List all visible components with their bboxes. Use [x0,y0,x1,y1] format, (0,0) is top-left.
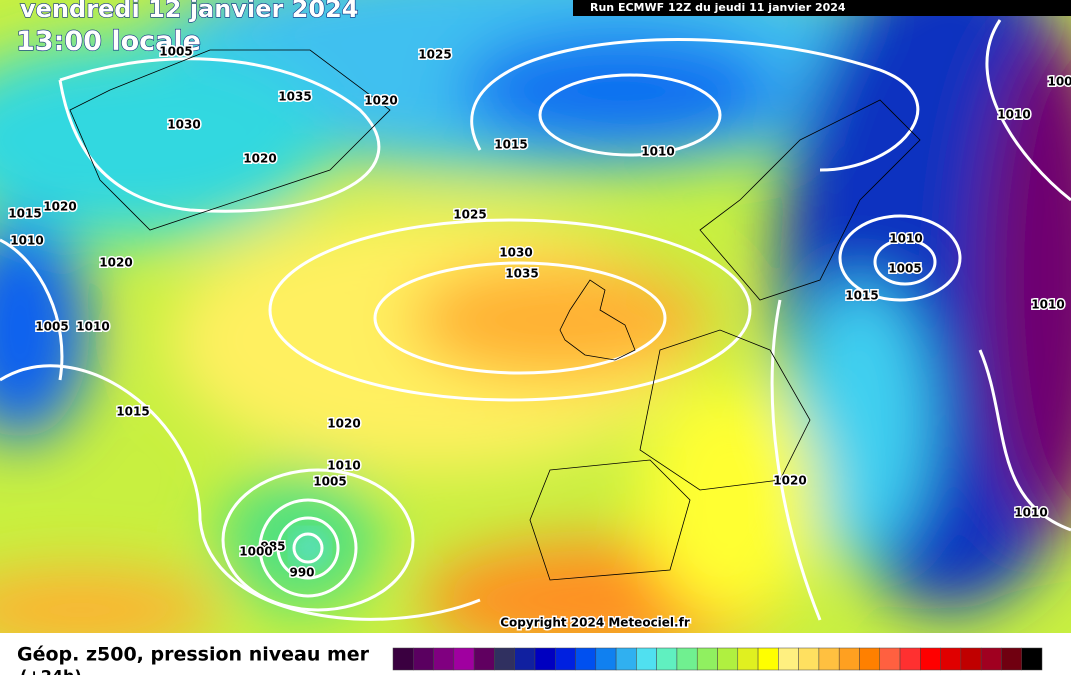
isobar-label: 1005 [159,45,192,59]
isobar-label: 1005 [888,262,921,276]
isobar-label: 1010 [889,232,922,246]
isobar-label: 1020 [243,152,276,166]
isobar-label: 1020 [773,474,806,488]
isobar-label: 1010 [997,108,1030,122]
isobar-label: 1020 [364,94,397,108]
isobar-label: 1010 [641,145,674,159]
color-swatch [1001,647,1022,671]
isobar-label: 1010 [327,459,360,473]
color-swatch [453,647,475,671]
legend-title: Géop. z500, pression niveau mer [17,644,370,666]
isobar-label: 1030 [499,246,532,260]
color-swatch [392,647,414,671]
color-swatch [778,647,799,671]
color-swatch [595,647,617,671]
run-label: Run ECMWF 12Z du jeudi 11 janvier 2024 [590,1,846,14]
isobar-label: 1010 [10,234,43,248]
color-swatch [879,647,901,671]
run-box [573,0,1071,16]
date-title: vendredi 12 janvier 2024 [20,0,358,23]
color-swatch [980,647,1002,671]
time-title: 13:00 locale [16,26,201,57]
legend-lead: (+24h) [20,667,82,675]
isobar-label: 1035 [278,90,311,104]
isobar-label: 990 [289,566,314,580]
isobar-label: 1020 [99,256,132,270]
color-swatch [737,647,759,671]
isobar-label: 1010 [1014,506,1047,520]
copyright: Copyright 2024 Meteociel.fr [500,616,690,630]
isobar-label: 1000 [239,545,272,559]
isobar-label: 100 [1047,75,1071,89]
color-swatch [960,647,982,671]
isobar-label: 1010 [1031,298,1064,312]
color-swatch [413,647,434,671]
isobar-label: 1015 [116,405,149,419]
isobar-label: 1035 [505,267,538,281]
isobar-label: 1010 [76,320,109,334]
isobar-label: 1015 [494,138,527,152]
color-swatch [717,647,739,671]
isobar-label: 1020 [327,417,360,431]
color-swatch [696,647,718,671]
isobar-label: 1025 [418,48,451,62]
color-swatch [859,647,880,671]
isobar-labels: 1025 1035 1020 1030 1015 1010 1020 1015 … [7,43,1071,581]
color-swatch [757,647,779,671]
color-swatch [636,647,657,671]
isobar-label: 1020 [43,200,76,214]
color-bar [392,647,1043,671]
isobar-label: 1005 [35,320,68,334]
color-swatch [899,647,921,671]
isobar-label: 985 [260,540,285,554]
color-swatch [575,647,597,671]
color-swatch [494,647,515,671]
color-swatch [676,647,698,671]
isobar-label: 1005 [313,475,346,489]
color-swatch [555,647,576,671]
color-swatch [615,647,637,671]
isobar-label: 1025 [453,208,486,222]
color-swatch [818,647,840,671]
color-swatch [514,647,536,671]
field [0,0,1071,633]
isobar-label: 1030 [167,118,200,132]
color-swatch [940,647,962,671]
color-swatch [920,647,941,671]
color-swatch [1021,647,1043,671]
color-swatch [534,647,556,671]
color-swatch [798,647,820,671]
isobar-label: 1015 [8,207,41,221]
color-swatch [433,647,455,671]
color-swatch [473,647,495,671]
isobar-label: 1015 [845,289,878,303]
color-swatch [838,647,860,671]
color-swatch [656,647,678,671]
